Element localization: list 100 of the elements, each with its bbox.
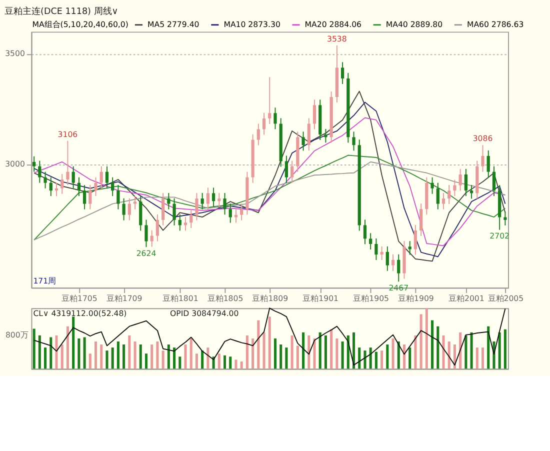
- candlestick: [144, 219, 148, 248]
- candlestick: [167, 192, 170, 210]
- bar: [144, 354, 148, 369]
- candlestick: [200, 192, 204, 210]
- bar: [318, 332, 322, 369]
- candlestick: [139, 196, 142, 232]
- candlestick: [128, 198, 131, 221]
- candlestick: [380, 246, 384, 261]
- x-tick-label: 豆粕1809: [252, 294, 288, 303]
- bar: [402, 344, 406, 369]
- candlestick: [324, 128, 328, 144]
- candlestick: [486, 150, 490, 178]
- candlestick: [77, 176, 80, 197]
- candlestick: [223, 192, 226, 216]
- bar: [280, 344, 282, 369]
- annotation: 2624: [136, 248, 156, 258]
- candlestick: [307, 118, 310, 152]
- bar: [190, 338, 192, 369]
- bar: [83, 337, 86, 369]
- bar: [341, 341, 344, 369]
- candlestick: [448, 184, 451, 205]
- bar: [122, 344, 126, 369]
- candlestick: [122, 198, 126, 221]
- candlestick: [369, 232, 372, 250]
- bar: [201, 350, 204, 369]
- candlestick: [178, 214, 182, 232]
- bar: [257, 320, 260, 369]
- candlestick: [190, 208, 193, 229]
- annotation: 2467: [388, 283, 409, 292]
- candlestick: [116, 184, 120, 210]
- y-axis-title: 800万: [5, 330, 28, 340]
- bar: [380, 350, 384, 369]
- bar: [60, 344, 64, 369]
- bar: [290, 335, 294, 369]
- annotation: 3106: [58, 130, 78, 139]
- x-tick-label: 豆粕1801: [162, 294, 198, 303]
- candlestick: [234, 208, 238, 224]
- bar: [414, 335, 417, 369]
- bar: [408, 348, 412, 369]
- candlestick: [340, 62, 344, 84]
- candlestick: [212, 187, 216, 208]
- candlestick: [464, 168, 468, 197]
- bar: [38, 335, 41, 369]
- candlestick: [32, 156, 36, 172]
- x-tick-label: 豆粕1905: [353, 294, 390, 303]
- candlestick: [44, 171, 47, 189]
- candlestick: [312, 99, 316, 130]
- bar: [442, 335, 445, 369]
- bar: [336, 338, 338, 369]
- candlestick: [38, 160, 42, 184]
- bar: [44, 348, 47, 369]
- bar: [420, 314, 422, 369]
- candlestick: [504, 211, 507, 226]
- candlestick: [49, 176, 52, 197]
- candlestick: [470, 184, 474, 200]
- bar: [252, 338, 254, 369]
- bar: [386, 344, 389, 369]
- bar: [128, 335, 131, 369]
- candlestick: [436, 182, 440, 210]
- candlestick: [453, 179, 456, 197]
- candlestick: [397, 254, 400, 282]
- bar: [195, 354, 198, 369]
- bar: [274, 338, 277, 369]
- candlestick: [492, 166, 496, 197]
- x-tick-label: 豆粕1901: [302, 294, 339, 303]
- bar: [358, 348, 361, 369]
- candlestick: [414, 224, 418, 256]
- candlestick: [262, 112, 266, 136]
- annotation: OPID 3084794.00: [170, 308, 239, 318]
- candlestick: [172, 198, 176, 226]
- bar: [218, 354, 220, 369]
- x-tick-label: 豆粕1705: [62, 294, 98, 303]
- bar: [184, 344, 187, 369]
- bar: [167, 344, 170, 369]
- candlestick: [386, 246, 389, 272]
- annotation: 171周: [33, 276, 56, 286]
- bar: [352, 332, 356, 369]
- candlestick: [430, 176, 434, 194]
- legend-label: MA60 2786.63: [466, 20, 524, 29]
- candlestick: [374, 238, 378, 261]
- bar: [476, 348, 478, 369]
- candlestick: [302, 131, 305, 152]
- candlestick: [72, 166, 75, 189]
- candlestick: [228, 203, 232, 224]
- bar: [436, 326, 440, 369]
- bar: [111, 348, 114, 369]
- y-tick-label: 3000: [5, 160, 25, 169]
- candlestick: [218, 192, 221, 208]
- bar: [425, 308, 428, 369]
- bar: [94, 341, 98, 369]
- candlestick: [391, 254, 395, 272]
- bar: [369, 348, 372, 369]
- candlestick: [94, 176, 98, 197]
- chart-title: 豆粕主连(DCE 1118) 周线∨: [4, 6, 118, 18]
- candlestick: [150, 230, 154, 248]
- bar: [156, 341, 159, 369]
- candlestick: [408, 240, 412, 256]
- bar: [223, 355, 226, 369]
- candlestick: [88, 184, 92, 210]
- candlestick: [100, 166, 103, 189]
